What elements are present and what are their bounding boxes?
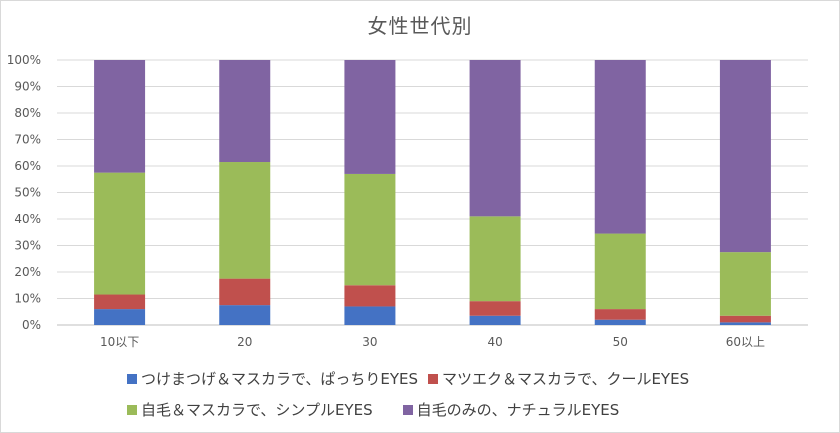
bar-segment	[719, 60, 771, 253]
y-tick-label: 50%	[14, 186, 41, 200]
bar-segment	[94, 60, 146, 173]
y-tick-label: 10%	[14, 292, 41, 306]
bar-segment	[469, 216, 521, 302]
bar-segment	[594, 233, 646, 310]
y-tick-label: 0%	[22, 318, 41, 332]
bar-segment	[219, 278, 271, 306]
legend-label-2: マツエク＆マスカラで、クールEYES	[442, 370, 690, 388]
legend-item-3: 自毛＆マスカラで、シンプルEYES	[127, 399, 373, 420]
bar-segment	[719, 252, 771, 316]
legend-swatch-2	[428, 373, 439, 384]
legend-label-3: 自毛＆マスカラで、シンプルEYES	[141, 401, 373, 419]
bar-segment	[594, 319, 646, 325]
y-tick-label: 20%	[14, 265, 41, 279]
legend-label-1: つけまつげ＆マスカラで、ぱっちりEYES	[141, 370, 419, 388]
y-tick-label: 100%	[7, 53, 41, 67]
legend-item-4: 自毛のみの、ナチュラルEYES	[402, 399, 620, 420]
x-tick-label: 40	[487, 335, 502, 349]
bar-segment	[94, 294, 146, 310]
y-tick-label: 70%	[14, 133, 41, 147]
bar-segment	[469, 315, 521, 325]
x-tick-label: 20	[237, 335, 252, 349]
bar-segment	[344, 173, 396, 286]
bar-segment	[219, 305, 271, 325]
bar-segment	[719, 322, 771, 325]
bar-segment	[94, 309, 146, 325]
x-tick-label: 10以下	[100, 335, 139, 349]
legend-swatch-4	[402, 404, 413, 415]
bar-segment	[94, 172, 146, 295]
x-tick-label: 50	[613, 335, 628, 349]
y-tick-label: 40%	[14, 212, 41, 226]
bar-segment	[594, 309, 646, 320]
y-tick-label: 30%	[14, 239, 41, 253]
legend-swatch-3	[127, 404, 137, 415]
bar-segment	[469, 60, 521, 217]
legend-row-1: つけまつげ＆マスカラで、ぱっちりEYES マツエク＆マスカラで、クールEYES	[127, 368, 689, 389]
legend-label-4: 自毛のみの、ナチュラルEYES	[416, 401, 620, 419]
bar-segment	[344, 60, 396, 174]
x-tick-label: 30	[362, 335, 377, 349]
y-tick-label: 80%	[14, 106, 41, 120]
legend-item-2: マツエク＆マスカラで、クールEYES	[428, 368, 689, 389]
x-tick-label: 60以上	[726, 335, 765, 349]
bar-segment	[594, 60, 646, 234]
y-tick-label: 90%	[14, 80, 41, 94]
bar-segment	[719, 315, 771, 323]
bar-segment	[219, 60, 271, 163]
y-tick-label: 60%	[14, 159, 41, 173]
legend-row-2: 自毛＆マスカラで、シンプルEYES 自毛のみの、ナチュラルEYES	[127, 399, 619, 420]
chart-title: 女性世代別	[367, 14, 473, 38]
legend-swatch-1	[127, 373, 137, 384]
bar-segment	[344, 285, 396, 307]
bar-segment	[219, 162, 271, 279]
legend-item-1: つけまつげ＆マスカラで、ぱっちりEYES	[127, 368, 418, 389]
bar-segment	[469, 301, 521, 316]
bar-segment	[344, 306, 396, 325]
